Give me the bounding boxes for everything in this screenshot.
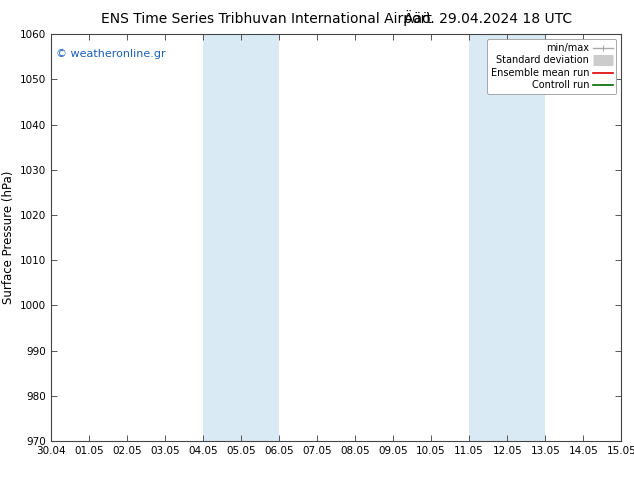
Text: ENS Time Series Tribhuvan International Airport: ENS Time Series Tribhuvan International … (101, 12, 432, 26)
Y-axis label: Surface Pressure (hPa): Surface Pressure (hPa) (3, 171, 15, 304)
Legend: min/max, Standard deviation, Ensemble mean run, Controll run: min/max, Standard deviation, Ensemble me… (487, 39, 616, 94)
Text: © weatheronline.gr: © weatheronline.gr (56, 49, 166, 58)
Text: Ääö. 29.04.2024 18 UTC: Ääö. 29.04.2024 18 UTC (404, 12, 573, 26)
Bar (203, 34, 279, 441)
Bar (469, 34, 545, 441)
